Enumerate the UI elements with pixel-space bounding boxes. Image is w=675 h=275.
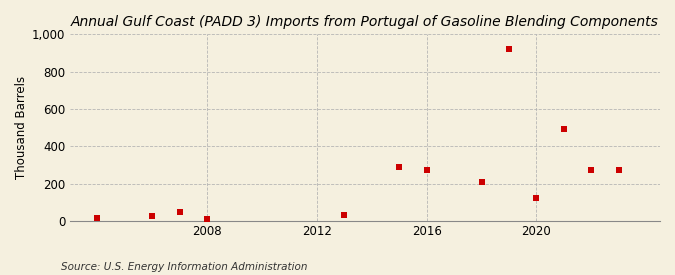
Point xyxy=(394,164,404,169)
Point xyxy=(202,217,213,221)
Point xyxy=(146,214,157,218)
Point xyxy=(504,47,514,51)
Point xyxy=(531,196,542,201)
Point xyxy=(614,167,624,172)
Point xyxy=(558,127,569,132)
Title: Annual Gulf Coast (PADD 3) Imports from Portugal of Gasoline Blending Components: Annual Gulf Coast (PADD 3) Imports from … xyxy=(71,15,659,29)
Point xyxy=(586,167,597,172)
Point xyxy=(476,180,487,184)
Point xyxy=(174,209,185,214)
Point xyxy=(421,167,432,172)
Text: Source: U.S. Energy Information Administration: Source: U.S. Energy Information Administ… xyxy=(61,262,307,272)
Y-axis label: Thousand Barrels: Thousand Barrels xyxy=(15,76,28,179)
Point xyxy=(339,213,350,218)
Point xyxy=(92,216,103,220)
